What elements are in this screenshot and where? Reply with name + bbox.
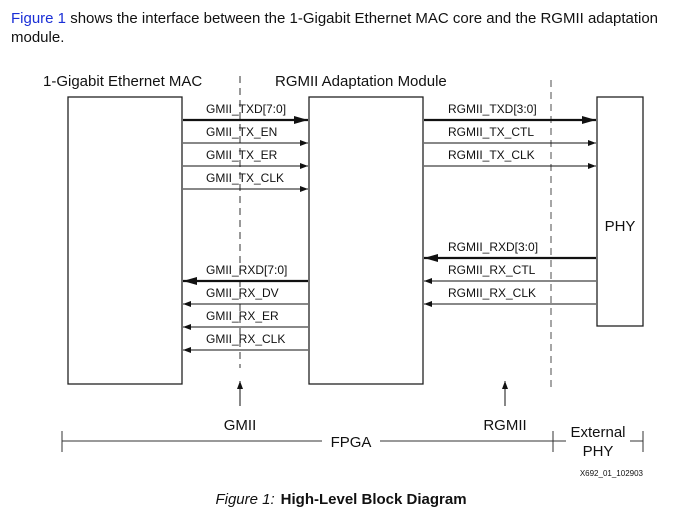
rgmii-rx-signal-label: RGMII_RXD[3:0] (448, 240, 538, 254)
gmii-tx-signal-label: GMII_TX_EN (206, 125, 277, 139)
adapter-label: RGMII Adaptation Module (275, 73, 447, 90)
intro-text: shows the interface between the 1-Gigabi… (11, 10, 659, 46)
rgmii-rx-signal-label: RGMII_RX_CTL (448, 263, 536, 277)
gmii-tx-signal-label: GMII_TXD[7:0] (206, 102, 286, 116)
gmii-boundary-label: GMII (224, 417, 257, 434)
external-span-label-2: PHY (583, 443, 614, 460)
figure-caption: Figure 1: High-Level Block Diagram (215, 491, 466, 508)
external-span-label-1: External (570, 424, 625, 441)
rgmii-boundary-label: RGMII (483, 417, 526, 434)
rgmii-tx-signal-label: RGMII_TX_CTL (448, 125, 534, 139)
phy-block (596, 96, 644, 327)
caption-number: Figure 1: (215, 491, 274, 508)
gmii-rx-signal-label: GMII_RX_DV (206, 286, 279, 300)
mac-block (67, 96, 183, 385)
figure-link[interactable]: Figure 1 (11, 10, 67, 27)
adapter-block (308, 96, 424, 385)
gmii-tx-signal-label: GMII_TX_CLK (206, 171, 284, 185)
rgmii-tx-signal-label: RGMII_TX_CLK (448, 148, 535, 162)
gmii-rx-signal-label: GMII_RX_CLK (206, 332, 285, 346)
gmii-rx-signal-label: GMII_RXD[7:0] (206, 263, 287, 277)
fpga-span-label: FPGA (331, 434, 372, 451)
rgmii-rx-signal-label: RGMII_RX_CLK (448, 286, 536, 300)
rgmii-tx-signal-label: RGMII_TXD[3:0] (448, 102, 537, 116)
phy-label: PHY (605, 218, 636, 235)
gmii-rx-signal-label: GMII_RX_ER (206, 309, 279, 323)
mac-label: 1-Gigabit Ethernet MAC (43, 73, 202, 90)
signals: GMII_TXD[7:0] GMII_TX_EN GMII_TX_ER GMII_TX… (183, 102, 596, 353)
figure-code: X692_01_102903 (580, 469, 644, 478)
intro-paragraph: Figure 1 shows the interface between the… (11, 9, 681, 47)
gmii-tx-signal-label: GMII_TX_ER (206, 148, 278, 162)
caption-title: High-Level Block Diagram (281, 491, 467, 508)
